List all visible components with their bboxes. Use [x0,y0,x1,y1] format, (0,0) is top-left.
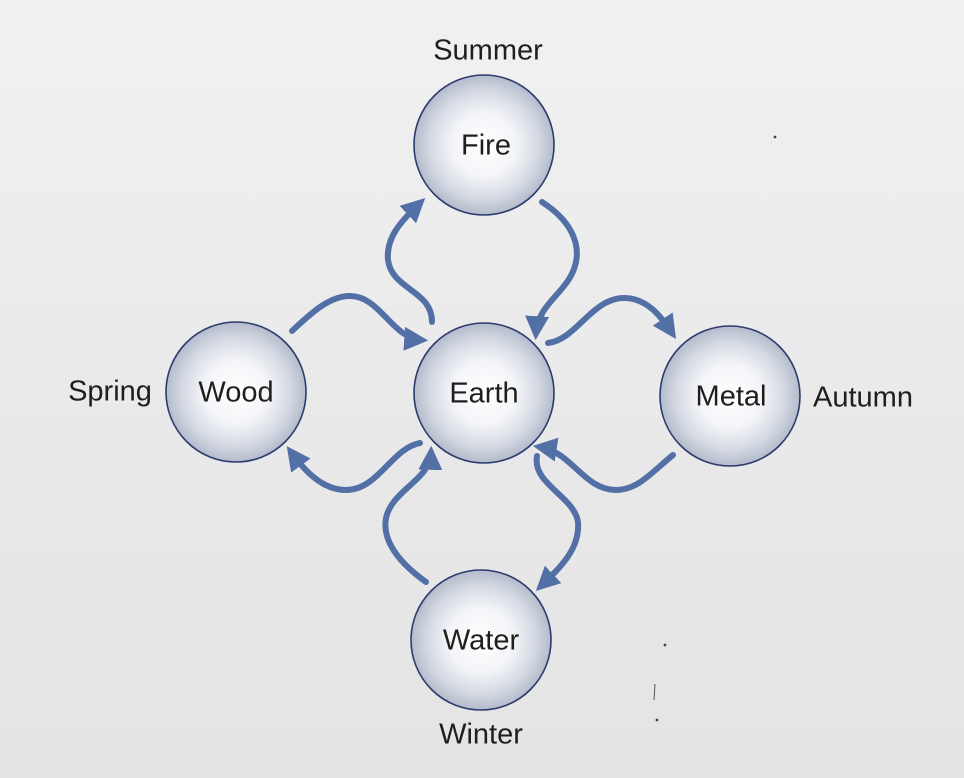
arrow-earth-to-water [533,453,582,591]
earth-label: Earth [449,378,518,410]
autumn-label: Autumn [813,382,913,414]
scan-mark [653,683,656,701]
winter-label: Winter [439,719,523,751]
metal-circle [659,325,801,467]
wood-circle [165,321,307,463]
earth-circle [413,322,555,464]
water-circle [410,569,552,711]
arrow-earth-to-wood [286,440,423,493]
arrow-earth-to-metal [545,295,676,346]
arrow-water-to-earth [382,445,443,585]
arrow-fire-to-earth [525,199,580,341]
arrow-metal-to-earth [532,437,676,493]
arrow-wood-to-earth [289,293,429,351]
metal-label: Metal [696,381,767,413]
scan-speck [655,718,659,722]
water-label: Water [443,625,520,657]
scan-speck [663,643,667,647]
arrow-earth-to-fire [384,198,435,325]
fire-label: Fire [461,130,511,162]
summer-label: Summer [433,35,543,67]
scan-speck [773,135,777,139]
fire-circle [413,74,555,216]
wood-label: Wood [198,377,273,409]
spring-label: Spring [68,376,152,408]
